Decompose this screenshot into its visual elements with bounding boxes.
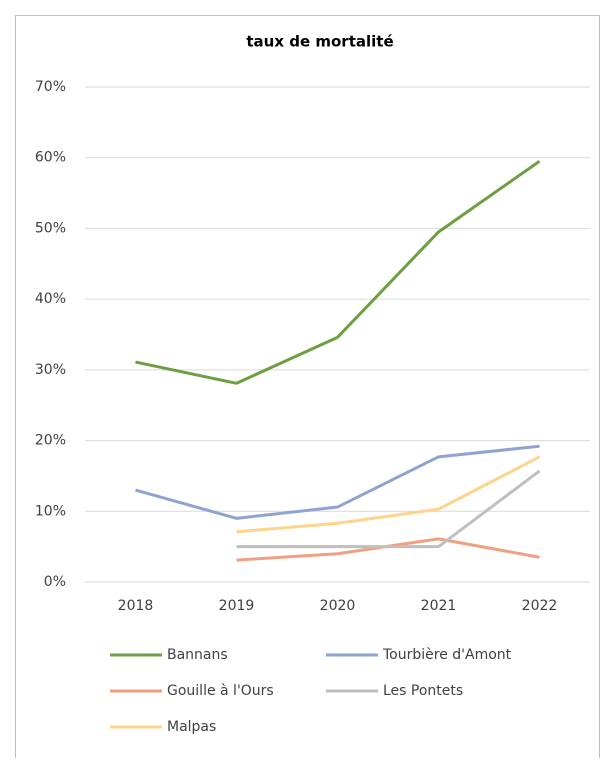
legend-label: Gouille à l'Ours	[167, 683, 274, 699]
chart-title: taux de mortalité	[246, 33, 393, 51]
y-tick-label: 0%	[44, 574, 66, 590]
y-tick-label: 40%	[35, 291, 66, 307]
y-tick-label: 50%	[35, 220, 66, 236]
y-tick-label: 60%	[35, 150, 66, 166]
x-tick-label: 2022	[522, 598, 558, 614]
legend-label: Les Pontets	[383, 683, 463, 699]
series-line	[135, 160, 541, 385]
x-tick-label: 2018	[118, 598, 154, 614]
y-tick-label: 10%	[35, 503, 66, 519]
x-tick-label: 2020	[320, 598, 356, 614]
series-line	[135, 444, 540, 520]
legend-label: Bannans	[167, 647, 228, 663]
x-tick-label: 2021	[421, 598, 457, 614]
x-tick-label: 2019	[219, 598, 255, 614]
legend-label: Malpas	[167, 719, 216, 735]
series-line	[236, 455, 541, 534]
series-line	[236, 537, 540, 562]
y-tick-label: 70%	[35, 79, 66, 95]
y-tick-label: 30%	[35, 362, 66, 378]
series-line	[236, 469, 541, 549]
y-tick-label: 20%	[35, 433, 66, 449]
chart-frame	[15, 15, 600, 762]
legend-label: Tourbière d'Amont	[382, 647, 512, 663]
